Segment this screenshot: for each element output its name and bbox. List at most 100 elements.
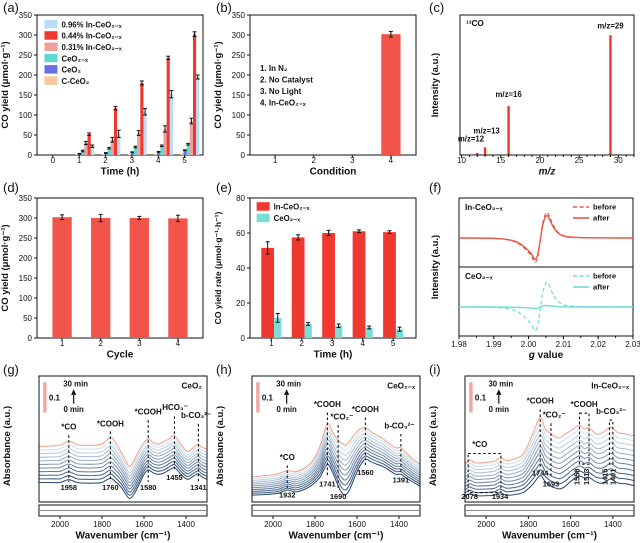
- legend-swatch: [256, 213, 270, 223]
- y-tick-label: 40: [236, 264, 245, 273]
- spectrum-curve: [465, 463, 634, 491]
- wavenumber-label: 1391: [393, 475, 409, 484]
- plot-frame: [459, 14, 635, 156]
- bar: [113, 108, 118, 155]
- chart-i: *CO 2078 1934 *COOH 1744 *CO₂⁻ 1693 *COOH 1558 15…: [428, 375, 635, 542]
- x-tick-label: 1: [269, 339, 274, 348]
- chart-g: *CO 1958 *COOH 1760 *COOH 1580 HCO₃⁻ 1455 b-CO₃²…: [2, 375, 211, 542]
- bar: [52, 217, 72, 338]
- wavenumber-label: 1958: [61, 483, 77, 492]
- bar: [261, 247, 275, 338]
- species-label: b-CO₃²⁻: [596, 407, 626, 416]
- panel-c: (c) 10 15 20 25 30 m/z=12 m/z=13 m/z=16 m/z=29 ¹³…: [426, 0, 640, 180]
- x-tick-label: 4: [176, 339, 181, 348]
- spectra-curves: [465, 417, 634, 497]
- y-axis-label: Intensity (a.u.): [430, 53, 441, 117]
- panel-d: (d) 0 50 100 150 200 250 300 350 1 2 3 4 Cycle CO yie…: [0, 180, 213, 362]
- y-tick-label: 100: [232, 111, 246, 120]
- x-axis-label: Wavenumber (cm⁻¹): [502, 531, 597, 542]
- spectrum-curve: [465, 422, 634, 468]
- scale-label: 0.1: [262, 393, 274, 402]
- spectrum-curve: [252, 455, 420, 494]
- x-tick-label: 2.00: [521, 340, 537, 349]
- legend-swatch: [256, 202, 270, 211]
- panel-i: (i) *CO 2078 1934 *COOH 1744 *CO₂⁻ 1693 *COOH 15…: [426, 362, 640, 543]
- bar: [160, 145, 164, 155]
- wavenumber-label: 1741: [319, 479, 335, 488]
- wavenumber-label: 1513: [582, 469, 591, 485]
- bar: [395, 329, 404, 338]
- bar: [127, 154, 131, 155]
- x-tick-label: 4: [389, 156, 394, 165]
- bar: [383, 232, 396, 338]
- panel-h: (h) *CO 1932 *COOH 1741 *CO₂⁻ 1690 *COOH 1560 b-…: [213, 362, 426, 543]
- bar: [84, 143, 88, 155]
- isotope-label: ¹³CO: [466, 19, 484, 28]
- y-tick-label: 80: [236, 194, 245, 203]
- y-tick-label: 300: [232, 31, 246, 40]
- condition-label: 4. In-CeO₂₋ₓ: [260, 99, 306, 108]
- spectrum-curve: [465, 457, 634, 487]
- species-label: *COOH: [527, 397, 554, 406]
- bar: [365, 327, 373, 338]
- spectrum-curve: [252, 458, 420, 496]
- y-axis-label: CO yield (μmol·g⁻¹): [213, 41, 224, 128]
- spectrum-curve: [465, 428, 634, 471]
- y-tick-label: 50: [23, 131, 32, 140]
- bar: [166, 57, 170, 155]
- y-axis-label: Intensity (a.u.): [430, 235, 441, 299]
- x-tick-label: 10: [457, 156, 466, 165]
- panel-e: (e) 0 20 40 60 80 1 2 3 4 5 In-CeO₂₋ₓ CeO₂₋ₓ Time (h…: [213, 180, 426, 362]
- x-tick-label: 3: [130, 156, 135, 165]
- x-tick-label: 20: [535, 156, 544, 165]
- x-tick-label: 1: [60, 339, 65, 348]
- spectra-curves: [252, 423, 420, 496]
- bar: [169, 94, 173, 155]
- x-tick-label: 1.99: [486, 340, 502, 349]
- y-tick-label: 200: [19, 71, 33, 80]
- time-arrow-head: [284, 389, 290, 395]
- panel-label-b: (b): [216, 0, 232, 15]
- peak-label: m/z=29: [597, 21, 624, 30]
- bar: [101, 154, 105, 155]
- time-bottom-label: 0 min: [63, 405, 84, 414]
- bar: [196, 77, 200, 155]
- bar: [90, 146, 94, 155]
- spectrum-curve: [39, 438, 207, 471]
- y-tick-label: 0: [28, 151, 33, 160]
- bar: [87, 134, 91, 155]
- species-label: *COOH: [314, 400, 341, 409]
- x-tick-label: 15: [496, 156, 505, 165]
- chart-d: 0 50 100 150 200 250 300 350 1 2 3 4 Cycle CO yield (…: [0, 194, 204, 361]
- y-axis-label: Absorbance (a.u.): [2, 406, 13, 486]
- x-tick-label: 1400: [604, 520, 622, 529]
- wavenumber-label: 1760: [102, 483, 118, 492]
- plot-frame: [251, 375, 421, 503]
- bar: [104, 153, 108, 155]
- spectrum-curve: [465, 446, 634, 481]
- peak-label: m/z=16: [495, 90, 522, 99]
- species-label: *COOH: [352, 405, 379, 414]
- legend-label: before: [593, 272, 616, 281]
- bar: [133, 147, 138, 155]
- time-arrow-head: [496, 389, 502, 395]
- annotation-box: [578, 412, 590, 465]
- y-tick-label: 0: [241, 334, 246, 343]
- x-axis-label: Wavenumber (cm⁻¹): [289, 531, 384, 542]
- wavenumber-label: 1560: [357, 468, 373, 477]
- bar: [322, 233, 335, 338]
- x-axis-label: m/z: [539, 167, 556, 178]
- spectrum-curve: [252, 449, 420, 491]
- spectrum-curve: [252, 431, 420, 481]
- plot-frame: [249, 14, 417, 156]
- chart-h: *CO 1932 *COOH 1741 *CO₂⁻ 1690 *COOH 1560 b-CO₃²…: [215, 375, 421, 542]
- y-tick-label: 150: [19, 91, 33, 100]
- legend-label: 0.96% In-CeO₂₋ₓ: [61, 20, 121, 29]
- chart-c: 10 15 20 25 30 m/z=12m/z=13 m/z=16 m/z=29 ¹³CO m/…: [430, 14, 635, 178]
- spectrum-curve: [465, 469, 634, 494]
- panel-g: (g) *CO 1958 *COOH 1760 *COOH 1580 HCO₃⁻ 1455 b-…: [0, 362, 213, 543]
- x-tick-label: 2: [311, 156, 316, 165]
- bar: [163, 129, 167, 155]
- x-tick-label: 1600: [135, 520, 153, 529]
- bar: [81, 151, 85, 155]
